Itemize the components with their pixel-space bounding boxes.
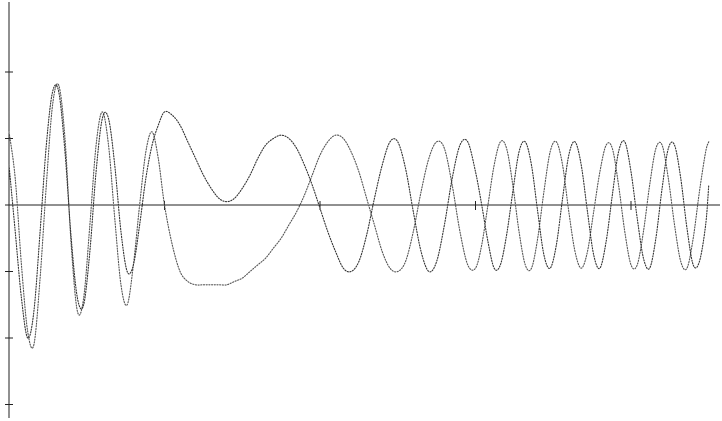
axes bbox=[5, 2, 720, 418]
series-2-line bbox=[8, 84, 710, 339]
series-1-line bbox=[8, 83, 710, 349]
series-group bbox=[8, 83, 710, 349]
